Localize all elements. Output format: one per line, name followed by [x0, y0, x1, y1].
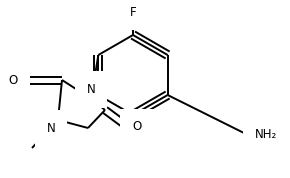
Text: O: O: [9, 74, 18, 87]
Text: N: N: [87, 83, 95, 96]
Text: F: F: [130, 6, 136, 19]
Text: N: N: [47, 122, 55, 135]
Text: O: O: [132, 121, 141, 134]
Text: NH₂: NH₂: [255, 129, 277, 142]
